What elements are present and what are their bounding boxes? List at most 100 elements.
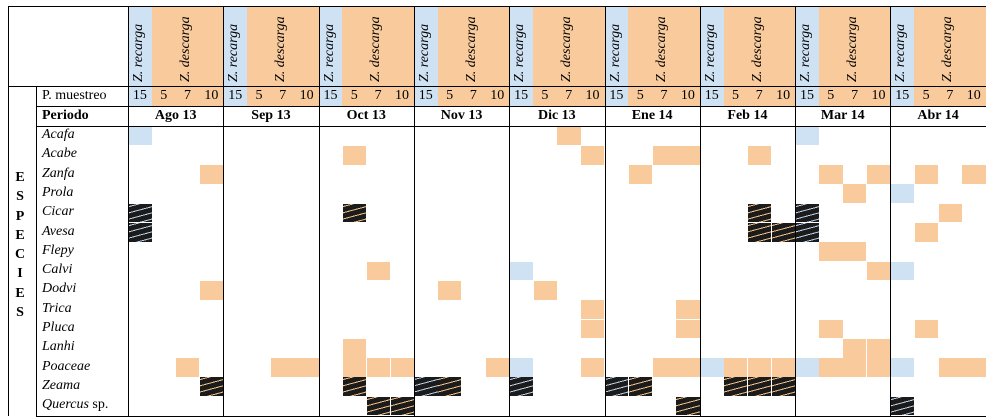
month-label: Ene 14 <box>631 108 673 123</box>
sampling-point-number: 15 <box>228 88 243 103</box>
descarga-label: Z. descarga <box>559 16 574 82</box>
presence-cell <box>724 358 748 377</box>
sampling-divider <box>36 106 986 107</box>
species-name-text: Flepy <box>42 242 74 258</box>
sampling-point-number: 7 <box>184 88 191 103</box>
sampling-point-number: 5 <box>636 88 644 103</box>
descarga-zone-header <box>818 6 891 106</box>
species-name: Calvi <box>42 262 72 278</box>
presence-cell <box>605 377 629 397</box>
presence-cell <box>438 377 462 397</box>
sampling-point-number: 5 <box>350 88 358 103</box>
period-row-label: Periodo <box>42 108 89 123</box>
sampling-point-number: 10 <box>871 88 886 103</box>
presence-cell <box>914 223 938 242</box>
species-name-text: Pluca <box>42 320 75 335</box>
table-bottom-border <box>36 415 986 417</box>
month-label: Sep 13 <box>251 108 291 123</box>
presence-cell <box>819 242 843 262</box>
descarga-zone-header <box>533 6 605 106</box>
species-name-text: Dodvi <box>42 281 77 297</box>
sampling-point-number: 5 <box>827 88 835 103</box>
presence-cell <box>581 145 605 165</box>
sampling-point-number: 7 <box>755 88 763 103</box>
month-label: Abr 14 <box>917 108 959 123</box>
species-name: Cicar <box>42 204 74 220</box>
species-name-text: Acafa <box>42 127 75 142</box>
recarga-label: Z. recarga <box>416 23 432 82</box>
recarga-zone-header <box>604 6 629 106</box>
sampling-point-number: 5 <box>732 88 739 103</box>
presence-cell <box>199 165 224 184</box>
recarga-label: Z. recarga <box>607 23 623 82</box>
presence-cell <box>771 223 796 242</box>
presence-cell <box>128 126 152 146</box>
recarga-zone-header <box>795 6 819 106</box>
presence-cell <box>747 145 772 165</box>
presence-cell <box>342 358 367 377</box>
presence-cell <box>867 358 891 377</box>
presence-cell <box>676 300 700 319</box>
presence-cell <box>747 377 772 397</box>
species-name: Trica <box>42 301 72 317</box>
sampling-point-number: 15 <box>514 88 529 103</box>
recarga-zone-header <box>699 6 724 106</box>
presence-cell <box>747 223 772 242</box>
descarga-label: Z. descarga <box>368 16 384 82</box>
presence-cell <box>295 358 319 377</box>
recarga-label: Z. recarga <box>321 23 337 82</box>
species-name-text: Lanhi <box>42 339 75 355</box>
presence-cell <box>390 396 414 416</box>
descarga-zone-header <box>914 6 986 106</box>
species-name-text: Zanfa <box>42 165 75 181</box>
presence-cell <box>509 358 533 377</box>
presence-cell <box>914 319 938 339</box>
species-name: Quercus sp. <box>42 397 108 413</box>
presence-cell <box>652 358 676 377</box>
especies-letter: E <box>15 285 25 301</box>
species-name-text: Zeama <box>42 377 81 393</box>
presence-cell <box>366 358 390 377</box>
species-name: Poaceae <box>42 359 90 375</box>
presence-cell <box>867 165 891 184</box>
descarga-label: Z. descarga <box>463 16 479 82</box>
left-outer-border <box>8 6 9 416</box>
presence-cell <box>390 358 414 377</box>
presence-cell <box>843 242 867 262</box>
presence-cell <box>890 261 915 281</box>
species-name: Dodvi <box>42 281 76 297</box>
sampling-point-number: 5 <box>446 88 454 103</box>
sampling-point-number: 7 <box>279 88 287 103</box>
recarga-label: Z. recarga <box>893 23 909 82</box>
sampling-point-number: 10 <box>585 88 600 103</box>
presence-cell <box>843 338 867 358</box>
presence-cell <box>676 396 700 416</box>
presence-cell <box>867 261 891 281</box>
sampling-point-number: 5 <box>160 88 168 103</box>
recarga-zone-header <box>223 6 248 106</box>
month-divider <box>604 6 606 416</box>
presence-cell <box>843 184 867 204</box>
sampling-point-number: 7 <box>946 88 954 103</box>
presence-cell <box>485 358 510 377</box>
period-divider <box>36 126 986 127</box>
species-name-text: Avesa <box>42 223 75 239</box>
month-label: Dic 13 <box>537 108 576 123</box>
sampling-point-number: 10 <box>490 88 505 103</box>
presence-cell <box>771 358 796 377</box>
descarga-zone-header <box>247 6 319 106</box>
presence-cell <box>676 358 700 377</box>
presence-cell <box>867 338 891 358</box>
presence-cell <box>890 358 915 377</box>
presence-cell <box>628 377 653 397</box>
descarga-label: Z. descarga <box>749 16 765 82</box>
sampling-point-number: 10 <box>299 88 314 103</box>
recarga-label: Z. recarga <box>226 23 242 82</box>
presence-cell <box>652 145 676 165</box>
presence-cell <box>676 319 700 339</box>
descarga-zone-header <box>342 6 414 106</box>
presence-cell <box>557 126 581 146</box>
recarga-zone-header <box>413 6 438 106</box>
month-divider <box>699 6 701 416</box>
